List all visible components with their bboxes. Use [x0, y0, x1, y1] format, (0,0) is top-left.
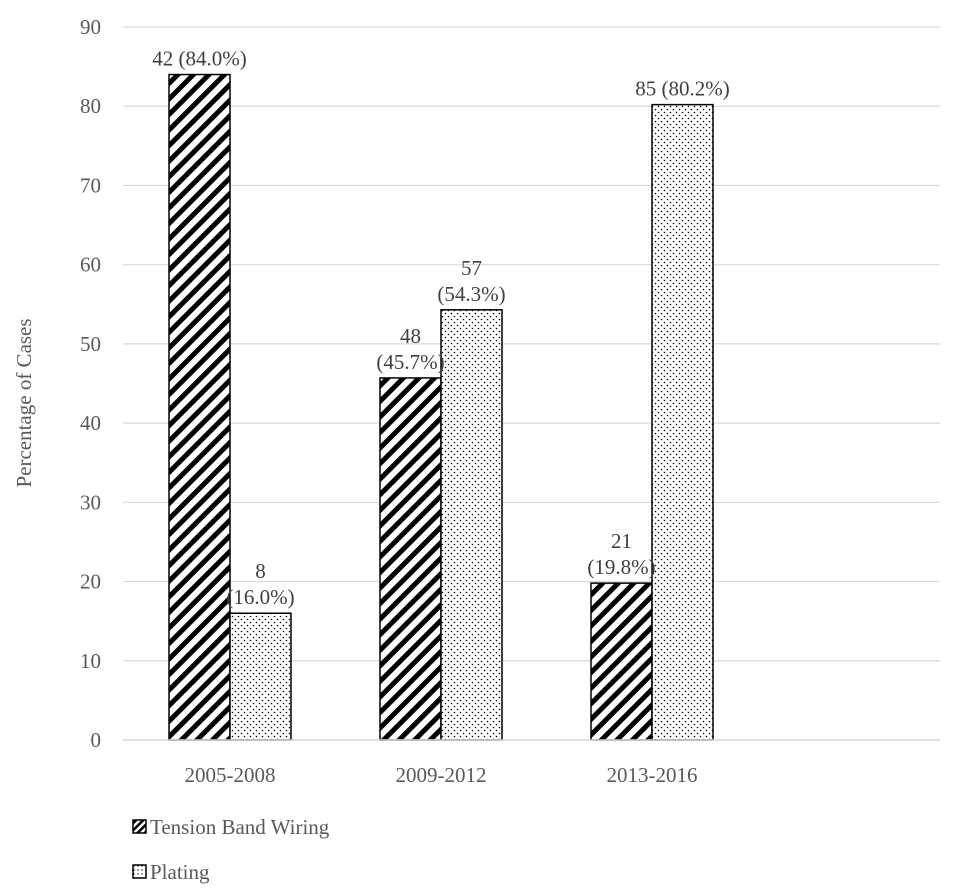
legend-label: Plating	[150, 860, 210, 884]
x-tick-label: 2009-2012	[396, 763, 487, 787]
legend-label: Tension Band Wiring	[150, 815, 330, 839]
data-label: (16.0%)	[226, 585, 294, 609]
bar-dots-2005-2008	[229, 612, 292, 741]
y-axis-title: Percentage of Cases	[12, 318, 36, 487]
bars	[168, 73, 714, 741]
bar-diagonal-hatch-2013-2016	[590, 582, 653, 741]
data-label: (45.7%)	[376, 350, 444, 374]
y-tick-label: 40	[80, 411, 101, 435]
data-label: 48	[400, 324, 421, 348]
data-label: (54.3%)	[437, 282, 505, 306]
y-tick-label: 50	[80, 332, 101, 356]
y-tick-label: 20	[80, 570, 101, 594]
y-tick-label: 80	[80, 94, 101, 118]
y-tick-label: 70	[80, 173, 101, 197]
y-axis-ticks: 0 10 20 30 40 50 60 70 80 90	[80, 15, 101, 752]
y-tick-label: 10	[80, 649, 101, 673]
x-axis-ticks: 2005-2008 2009-2012 2013-2016	[123, 739, 940, 787]
y-tick-label: 90	[80, 15, 101, 39]
data-label: 21	[611, 529, 632, 553]
data-label: (19.8%)	[587, 555, 655, 579]
legend-swatch	[132, 819, 147, 834]
x-tick-label: 2005-2008	[185, 763, 276, 787]
data-label: 85 (80.2%)	[635, 77, 729, 101]
bar-dots-2013-2016	[651, 103, 714, 741]
legend-item: Plating	[132, 860, 210, 884]
data-labels: 42 (84.0%) 8(16.0%) 48(45.7%) 57(54.3%) 21(1…	[152, 47, 729, 610]
legend-item: Tension Band Wiring	[132, 815, 330, 839]
data-label: 42 (84.0%)	[152, 47, 246, 71]
data-label: 8	[255, 559, 266, 583]
bar-dots-2009-2012	[440, 309, 503, 741]
legend: Tension Band Wiring Plating	[132, 815, 330, 884]
y-tick-label: 0	[91, 728, 102, 752]
y-tick-label: 30	[80, 490, 101, 514]
legend-swatch	[132, 864, 147, 879]
x-tick-label: 2013-2016	[607, 763, 698, 787]
bar-diagonal-hatch-2005-2008	[168, 73, 231, 741]
bar-diagonal-hatch-2009-2012	[379, 377, 442, 741]
data-label: 57	[461, 256, 482, 280]
y-tick-label: 60	[80, 253, 101, 277]
